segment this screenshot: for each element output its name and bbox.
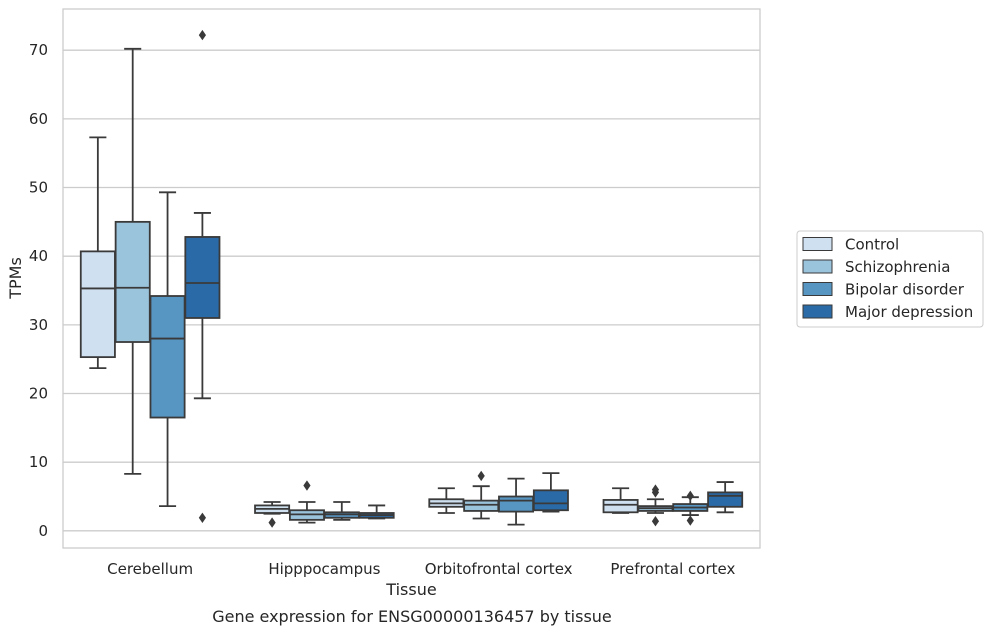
- y-tick-label: 20: [29, 385, 48, 403]
- outlier-marker: [686, 515, 694, 526]
- box-2-1: [463, 470, 500, 520]
- y-tick-label: 10: [29, 453, 48, 471]
- boxes-layer: [79, 29, 744, 528]
- box-body: [79, 250, 116, 359]
- outlier-marker: [303, 480, 311, 491]
- outlier-marker: [268, 517, 276, 528]
- box-body: [602, 499, 639, 514]
- box-2-2: [498, 477, 535, 526]
- box-body: [707, 491, 744, 508]
- box-body: [532, 489, 569, 512]
- legend-frame: [796, 230, 984, 328]
- y-tick-label: 60: [29, 110, 48, 128]
- legend-swatch: [802, 259, 833, 274]
- box-0-0: [79, 136, 116, 370]
- box-1-1: [288, 480, 325, 524]
- y-axis-label: TPMs: [6, 257, 25, 300]
- y-tick-label: 30: [29, 316, 48, 334]
- outlier-marker: [651, 484, 660, 495]
- box-1-0: [254, 501, 291, 528]
- box-body: [184, 236, 221, 319]
- y-tick-labels: 0 10 20 30 40 50 60 70: [29, 41, 48, 540]
- outlier-marker: [198, 29, 206, 41]
- x-tick-label: Orbitofrontal cortex: [425, 560, 573, 578]
- box-2-0: [428, 487, 465, 514]
- box-body: [498, 495, 535, 513]
- box-1-2: [323, 501, 360, 521]
- box-body: [114, 220, 151, 343]
- legend-label: Schizophrenia: [845, 258, 950, 276]
- box-0-1: [114, 47, 151, 475]
- y-tick-label: 70: [29, 41, 48, 59]
- legend-swatch: [802, 237, 833, 251]
- legend-swatch: [802, 304, 833, 319]
- box-2-3: [532, 472, 569, 513]
- x-tick-label: Prefrontal cortex: [610, 560, 735, 578]
- chart-caption: Gene expression for ENSG00000136457 by t…: [212, 607, 612, 626]
- y-tick-label: 50: [29, 179, 48, 197]
- box-0-2: [149, 191, 186, 508]
- box-3-3: [707, 481, 744, 514]
- outlier-marker: [686, 490, 694, 502]
- outlier-marker: [198, 512, 206, 523]
- legend-label: Bipolar disorder: [845, 281, 965, 299]
- box-3-0: [602, 487, 639, 514]
- outlier-marker: [651, 516, 660, 527]
- x-tick-label: Cerebellum: [107, 560, 193, 578]
- box-body: [149, 295, 186, 419]
- y-tick-label: 40: [29, 247, 48, 265]
- box-0-3: [184, 29, 221, 523]
- x-tick-label: Hipppocampus: [268, 560, 380, 578]
- outlier-marker: [477, 470, 485, 482]
- box-3-1: [637, 484, 674, 527]
- box-body: [463, 499, 500, 512]
- box-1-3: [358, 504, 395, 520]
- y-tick-label: 0: [38, 522, 48, 540]
- x-axis-label: Tissue: [385, 580, 436, 599]
- legend: Control Schizophrenia Bipolar disorder Majo…: [796, 230, 984, 328]
- legend-swatch: [802, 282, 833, 296]
- legend-label: Major depression: [845, 303, 973, 321]
- x-tick-labels: Cerebellum Hipppocampus Orbitofrontal cort…: [107, 560, 735, 578]
- plot-frame: [62, 8, 761, 549]
- box-3-2: [672, 490, 709, 526]
- legend-label: Control: [845, 236, 899, 254]
